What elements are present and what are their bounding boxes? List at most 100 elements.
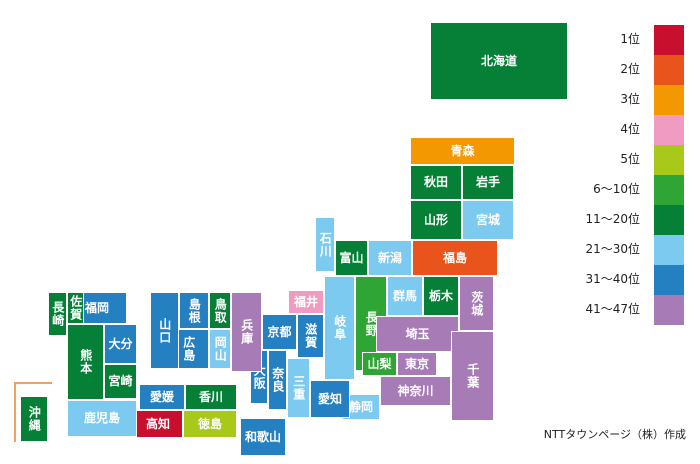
prefecture-toyama: 富山 [335,240,368,276]
legend-swatch [654,295,684,325]
prefecture-tochigi: 栃木 [423,276,459,316]
prefecture-label: 和歌山 [244,429,281,444]
prefecture-gifu: 岐阜 [324,276,355,380]
prefecture-label: 香川 [198,389,223,404]
prefecture-label: 富山 [339,250,364,265]
prefecture-label: 福井 [293,294,318,309]
prefecture-saga: 佐賀 [67,292,84,324]
legend-item: 21〜30位 [560,234,690,265]
prefecture-label: 長崎 [50,301,65,327]
legend-item: 2位 [560,54,690,85]
legend-label: 6〜10位 [593,182,640,196]
legend-label: 3位 [620,92,640,106]
prefecture-tottori: 鳥取 [209,292,231,329]
legend-item: 11〜20位 [560,204,690,235]
prefecture-yamaguchi: 山口 [150,292,179,369]
prefecture-label: 大分 [108,336,133,351]
legend-swatch [654,175,684,205]
prefecture-niigata: 新潟 [368,240,412,276]
legend-item: 6〜10位 [560,174,690,205]
legend-swatch [654,25,684,55]
prefecture-label: 茨城 [469,290,484,317]
legend-label: 21〜30位 [585,242,640,256]
prefecture-iwate: 岩手 [462,165,514,200]
legend-item: 5位 [560,144,690,175]
prefecture-kyoto: 京都 [262,314,297,350]
prefecture-label: 鳥取 [213,297,228,324]
prefecture-miyagi: 宮城 [462,200,514,240]
legend-label: 1位 [620,32,640,46]
prefecture-label: 愛知 [317,391,342,406]
prefecture-label: 鹿児島 [83,411,120,426]
legend-swatch [654,85,684,115]
prefecture-kumamoto: 熊本 [67,324,104,400]
prefecture-label: 東京 [404,356,429,371]
legend-swatch [654,205,684,235]
legend-label: 31〜40位 [585,272,640,286]
prefecture-label: 広島 [181,336,196,362]
prefecture-tokyo: 東京 [397,352,437,376]
legend-item: 4位 [560,114,690,145]
legend-label: 11〜20位 [585,212,640,226]
prefecture-label: 山梨 [367,356,392,371]
prefecture-shimane: 島根 [179,292,209,329]
prefecture-ehime: 愛媛 [139,384,185,410]
prefecture-kanagawa: 神奈川 [380,376,451,406]
prefecture-label: 北海道 [480,53,517,68]
prefecture-kochi: 高知 [133,410,183,438]
prefecture-akita: 秋田 [410,165,462,200]
prefecture-aomori: 青森 [410,137,515,165]
prefecture-label: 静岡 [348,399,373,414]
prefecture-yamagata: 山形 [410,200,462,240]
prefecture-ishikawa: 石川 [315,217,335,272]
prefecture-hyogo: 兵庫 [231,292,262,372]
prefecture-fukushima: 福島 [412,240,498,276]
prefecture-hokkaido: 北海道 [430,22,568,100]
prefecture-label: 神奈川 [397,383,434,398]
legend-item: 1位 [560,24,690,55]
prefecture-tokushima: 徳島 [183,410,237,438]
legend-label: 2位 [620,62,640,76]
prefecture-mie: 三重 [287,358,310,418]
prefecture-yamanashi: 山梨 [362,352,397,376]
legend-swatch [654,265,684,295]
prefecture-label: 島根 [187,297,202,324]
legend-item: 31〜40位 [560,264,690,295]
prefecture-label: 高知 [145,416,170,431]
prefecture-label: 愛媛 [149,389,174,404]
legend-label: 5位 [620,152,640,166]
prefecture-kagawa: 香川 [185,384,237,410]
prefecture-label: 京都 [267,324,292,339]
prefecture-label: 兵庫 [239,319,254,345]
prefecture-label: 新潟 [377,250,402,265]
prefecture-label: 宮城 [475,212,500,227]
prefecture-label: 青森 [450,143,475,158]
legend-swatch [654,115,684,145]
legend-label: 4位 [620,122,640,136]
prefecture-label: 石川 [318,231,333,258]
prefecture-label: 岡山 [213,336,228,362]
legend-item: 3位 [560,84,690,115]
prefecture-shiga: 滋賀 [297,314,324,358]
legend-swatch [654,235,684,265]
prefecture-kagoshima: 鹿児島 [67,400,137,437]
prefecture-label: 佐賀 [68,295,83,321]
prefecture-label: 秋田 [423,175,448,190]
prefecture-label: 熊本 [78,349,93,375]
prefecture-aichi: 愛知 [310,380,350,418]
prefecture-label: 滋賀 [303,323,318,349]
prefecture-label: 群馬 [392,288,417,303]
okinawa-inset-frame [14,382,52,442]
prefecture-oita: 大分 [104,324,137,364]
prefecture-gunma: 群馬 [387,276,423,316]
legend-swatch [654,145,684,175]
prefecture-nagasaki: 長崎 [48,292,67,336]
prefecture-ibaraki: 茨城 [459,276,494,331]
prefecture-label: 岐阜 [332,315,347,341]
prefecture-label: 徳島 [197,416,222,431]
prefecture-label: 岩手 [475,175,500,190]
prefecture-label: 山口 [157,317,172,344]
prefecture-label: 福島 [442,250,467,265]
prefecture-label: 宮崎 [108,374,133,389]
legend-label: 41〜47位 [585,302,640,316]
